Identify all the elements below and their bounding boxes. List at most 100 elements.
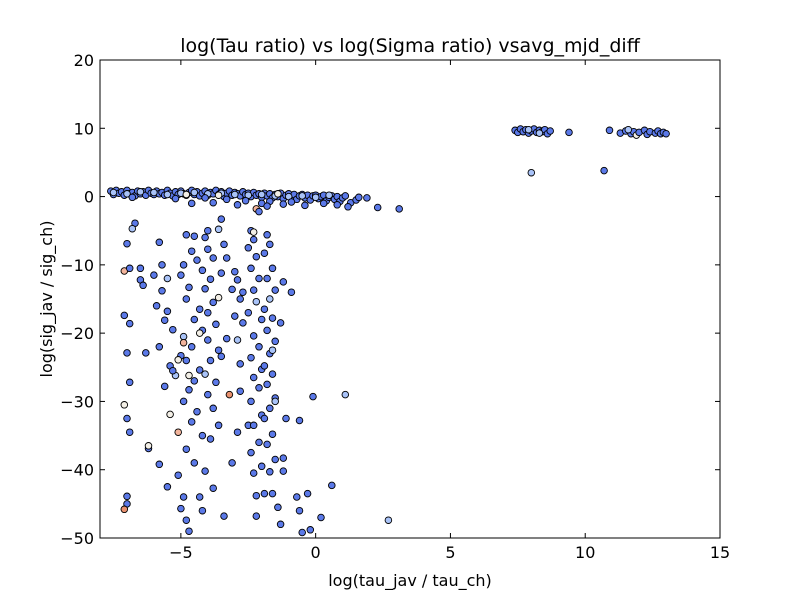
scatter-point [225, 390, 234, 399]
scatter-point [233, 336, 242, 344]
scatter-point [287, 288, 296, 296]
scatter-point [233, 276, 242, 284]
scatter-point [187, 418, 196, 426]
scatter-point [120, 505, 129, 514]
scatter-point [174, 471, 182, 479]
scatter-point [231, 190, 239, 199]
scatter-point [263, 440, 271, 449]
x-tick-label: 15 [710, 543, 730, 562]
scatter-point [309, 392, 317, 401]
scatter-point [600, 166, 608, 175]
scatter-point [187, 343, 196, 351]
scatter-point [214, 346, 223, 354]
scatter-point [179, 261, 188, 269]
scatter-point [177, 271, 185, 279]
scatter-point [268, 314, 277, 322]
scatter-point [279, 454, 288, 462]
scatter-point [263, 326, 271, 335]
scatter-point [228, 459, 236, 467]
scatter-point [276, 319, 285, 327]
scatter-point [524, 125, 533, 134]
scatter-point [249, 421, 258, 430]
scatter-point [241, 196, 250, 205]
scatter-point [317, 513, 325, 522]
y-tick-label: −40 [60, 461, 94, 480]
scatter-point [150, 188, 158, 197]
scatter-point [249, 235, 258, 244]
scatter-point [155, 343, 164, 351]
scatter-point [233, 201, 242, 209]
scatter-point [260, 305, 269, 313]
scatter-point [260, 249, 269, 257]
scatter-point [249, 332, 258, 340]
scatter-point [220, 240, 228, 249]
x-tick-label: 10 [575, 543, 595, 562]
scatter-point [271, 337, 279, 346]
scatter-point [319, 199, 328, 208]
scatter-point [301, 201, 309, 210]
scatter-point [228, 285, 236, 294]
scatter-point [182, 295, 191, 303]
scatter-point [123, 492, 131, 501]
scatter-point [158, 261, 166, 269]
scatter-point [247, 353, 255, 362]
scatter-point [244, 244, 253, 252]
scatter-point [123, 239, 131, 248]
scatter-point [155, 238, 164, 247]
scatter-point [236, 387, 244, 395]
scatter-point [662, 129, 670, 138]
scatter-point [257, 315, 266, 324]
y-tick-label: −50 [60, 529, 94, 548]
y-tick-label: 10 [74, 119, 94, 138]
scatter-point [344, 203, 352, 211]
scatter-point [204, 226, 212, 235]
scatter-point [142, 349, 150, 357]
scatter-point [169, 325, 177, 334]
scatter-point [298, 192, 306, 200]
scatter-point [120, 401, 129, 409]
scatter-point [193, 256, 201, 264]
scatter-point [217, 269, 226, 277]
scatter-point [195, 329, 204, 337]
scatter-point [295, 506, 304, 515]
scatter-point [152, 302, 161, 310]
scatter-point [185, 386, 193, 394]
scatter-point [212, 378, 220, 387]
scatter-point [239, 319, 247, 327]
scatter-point [247, 264, 255, 273]
scatter-point [266, 468, 274, 476]
scatter-point [279, 467, 288, 475]
scatter-point [239, 288, 247, 296]
scatter-point [136, 188, 145, 196]
scatter-point [268, 430, 277, 438]
scatter-point [179, 332, 188, 341]
scatter-point [565, 128, 573, 137]
scatter-point [311, 193, 320, 202]
scatter-point [266, 240, 274, 249]
scatter-point [187, 247, 196, 255]
scatter-point [163, 483, 172, 491]
x-tick-label: −5 [169, 543, 193, 562]
scatter-point [160, 382, 169, 391]
scatter-point [185, 371, 193, 380]
scatter-point [109, 188, 118, 197]
scatter-point [204, 308, 212, 317]
scatter-point [169, 366, 177, 375]
scatter-point [177, 504, 185, 513]
scatter-point [274, 503, 282, 512]
scatter-point [268, 489, 277, 498]
scatter-point [214, 293, 223, 302]
scatter-point [201, 285, 209, 293]
scatter-point [193, 407, 201, 416]
scatter-point [260, 362, 269, 370]
scatter-point [201, 194, 209, 202]
scatter-point [128, 193, 137, 202]
scatter-point [341, 390, 350, 399]
scatter-point [139, 281, 147, 290]
scatter-point [252, 491, 261, 500]
scatter-point [279, 278, 288, 286]
scatter-point [190, 188, 199, 197]
scatter-point [341, 192, 350, 200]
scatter-point [363, 194, 371, 202]
